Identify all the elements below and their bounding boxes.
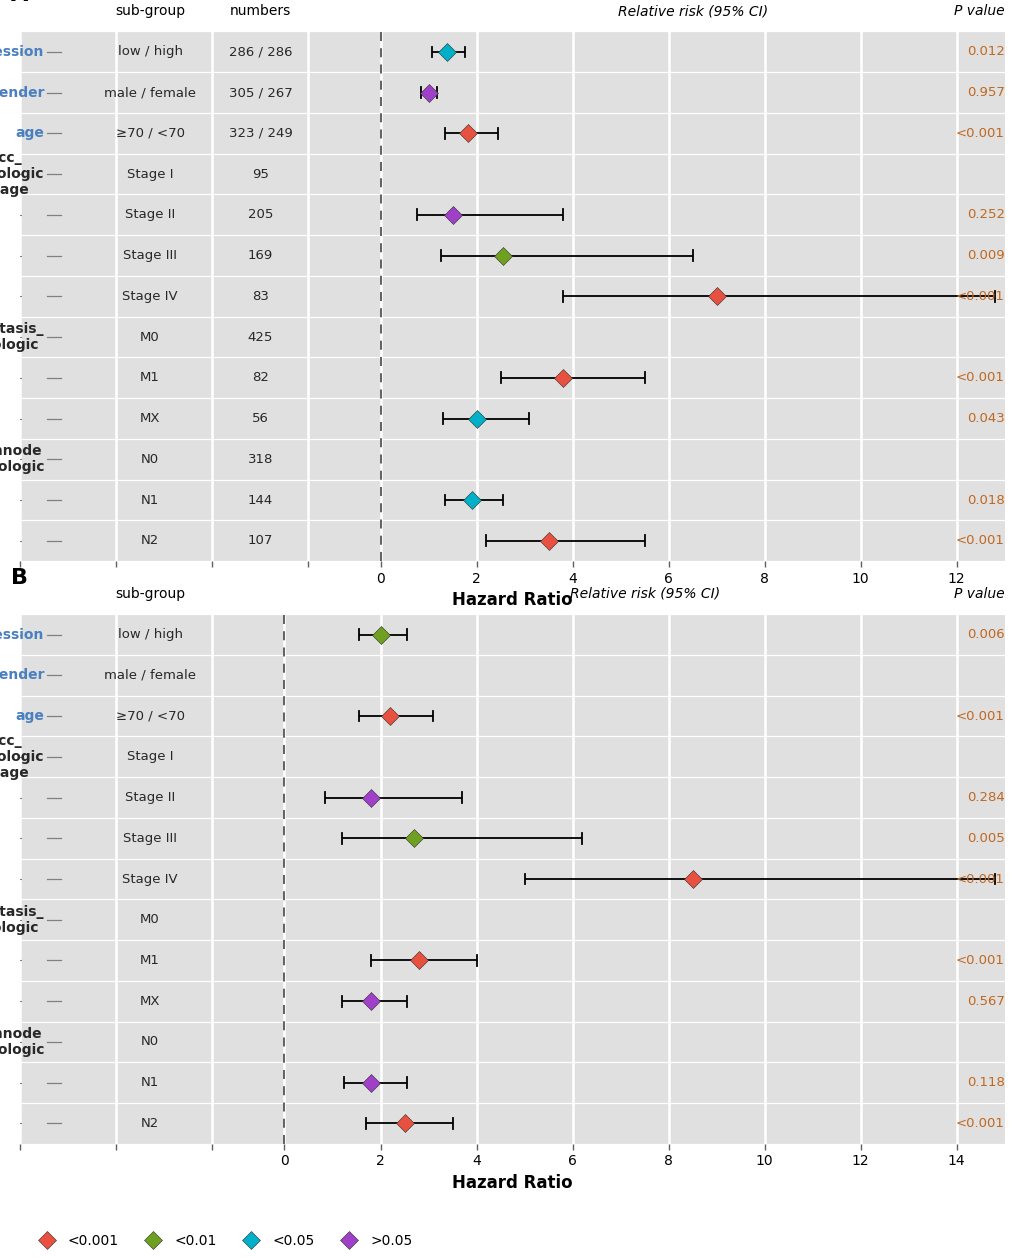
Text: Expression: Expression [0, 627, 45, 641]
Text: <0.001: <0.001 [955, 954, 1004, 967]
Text: N2: N2 [141, 534, 159, 547]
Text: <0.001: <0.001 [955, 371, 1004, 385]
Text: 0.957: 0.957 [966, 85, 1004, 99]
Text: N1: N1 [141, 494, 159, 507]
Text: N2: N2 [141, 1117, 159, 1130]
Text: Stage III: Stage III [123, 832, 177, 845]
Text: <0.001: <0.001 [955, 534, 1004, 547]
Text: age: age [15, 709, 45, 723]
Text: 95: 95 [252, 167, 269, 181]
Text: 286 / 286: 286 / 286 [228, 45, 291, 58]
Text: P value: P value [953, 587, 1004, 601]
Text: 305 / 267: 305 / 267 [228, 85, 292, 99]
Text: 425: 425 [248, 331, 273, 343]
Text: 205: 205 [248, 209, 273, 221]
Text: M0: M0 [140, 331, 160, 343]
Text: M1: M1 [140, 371, 160, 385]
Text: low / high: low / high [117, 45, 182, 58]
Text: ≥70 / <70: ≥70 / <70 [115, 127, 184, 140]
Text: lymphnode
_pathologic: lymphnode _pathologic [0, 444, 45, 474]
Text: sub-group: sub-group [115, 587, 184, 601]
Text: N0: N0 [141, 1036, 159, 1048]
Text: 0.006: 0.006 [966, 628, 1004, 641]
Text: N1: N1 [141, 1076, 159, 1090]
Text: Stage I: Stage I [126, 167, 173, 181]
Text: MX: MX [140, 412, 160, 425]
Text: male / female: male / female [104, 85, 196, 99]
Text: 0.005: 0.005 [966, 832, 1004, 845]
Text: ajcc_
pathologic
_stage: ajcc_ pathologic _stage [0, 734, 45, 779]
Text: A: A [10, 0, 28, 5]
Text: numbers: numbers [229, 4, 290, 18]
Text: 0.043: 0.043 [966, 412, 1004, 425]
Text: Stage II: Stage II [124, 209, 175, 221]
Text: 0.252: 0.252 [966, 209, 1004, 221]
Text: lymphnode
_pathologic: lymphnode _pathologic [0, 1027, 45, 1057]
Text: male / female: male / female [104, 669, 196, 681]
Text: 0.018: 0.018 [966, 494, 1004, 507]
Text: 169: 169 [248, 249, 273, 261]
Text: Relative risk (95% CI): Relative risk (95% CI) [569, 587, 719, 601]
Text: 0.009: 0.009 [966, 249, 1004, 261]
Text: B: B [10, 568, 28, 588]
Legend: <0.001, <0.01, <0.05, >0.05: <0.001, <0.01, <0.05, >0.05 [28, 1228, 418, 1253]
Text: <0.001: <0.001 [955, 872, 1004, 885]
Text: 318: 318 [248, 453, 273, 466]
Text: 56: 56 [252, 412, 269, 425]
Text: Stage I: Stage I [126, 750, 173, 763]
Text: Stage II: Stage II [124, 791, 175, 804]
Text: 83: 83 [252, 290, 269, 303]
Text: metastasis_
pathologic: metastasis_ pathologic [0, 905, 45, 935]
Text: Expression: Expression [0, 45, 45, 59]
Text: 0.567: 0.567 [966, 994, 1004, 1008]
Text: low / high: low / high [117, 628, 182, 641]
Text: gender: gender [0, 85, 45, 99]
Text: age: age [15, 126, 45, 141]
Text: 0.118: 0.118 [966, 1076, 1004, 1090]
X-axis label: Hazard Ratio: Hazard Ratio [451, 1174, 573, 1192]
Text: Relative risk (95% CI): Relative risk (95% CI) [616, 4, 767, 18]
Text: <0.001: <0.001 [955, 290, 1004, 303]
Text: 0.012: 0.012 [966, 45, 1004, 58]
Text: Stage IV: Stage IV [122, 872, 177, 885]
Text: 144: 144 [248, 494, 273, 507]
Text: Stage IV: Stage IV [122, 290, 177, 303]
Text: <0.001: <0.001 [955, 1117, 1004, 1130]
Text: ≥70 / <70: ≥70 / <70 [115, 709, 184, 723]
Text: M1: M1 [140, 954, 160, 967]
X-axis label: Hazard Ratio: Hazard Ratio [451, 591, 573, 610]
Text: gender: gender [0, 669, 45, 683]
Text: sub-group: sub-group [115, 4, 184, 18]
Text: 107: 107 [248, 534, 273, 547]
Text: P value: P value [953, 4, 1004, 18]
Text: 323 / 249: 323 / 249 [228, 127, 292, 140]
Text: N0: N0 [141, 453, 159, 466]
Text: metastasis_
pathologic: metastasis_ pathologic [0, 322, 45, 352]
Text: ajcc_
pathologic
_stage: ajcc_ pathologic _stage [0, 151, 45, 197]
Text: MX: MX [140, 994, 160, 1008]
Text: 82: 82 [252, 371, 269, 385]
Text: <0.001: <0.001 [955, 127, 1004, 140]
Text: M0: M0 [140, 914, 160, 926]
Text: 0.284: 0.284 [966, 791, 1004, 804]
Text: <0.001: <0.001 [955, 709, 1004, 723]
Text: Stage III: Stage III [123, 249, 177, 261]
